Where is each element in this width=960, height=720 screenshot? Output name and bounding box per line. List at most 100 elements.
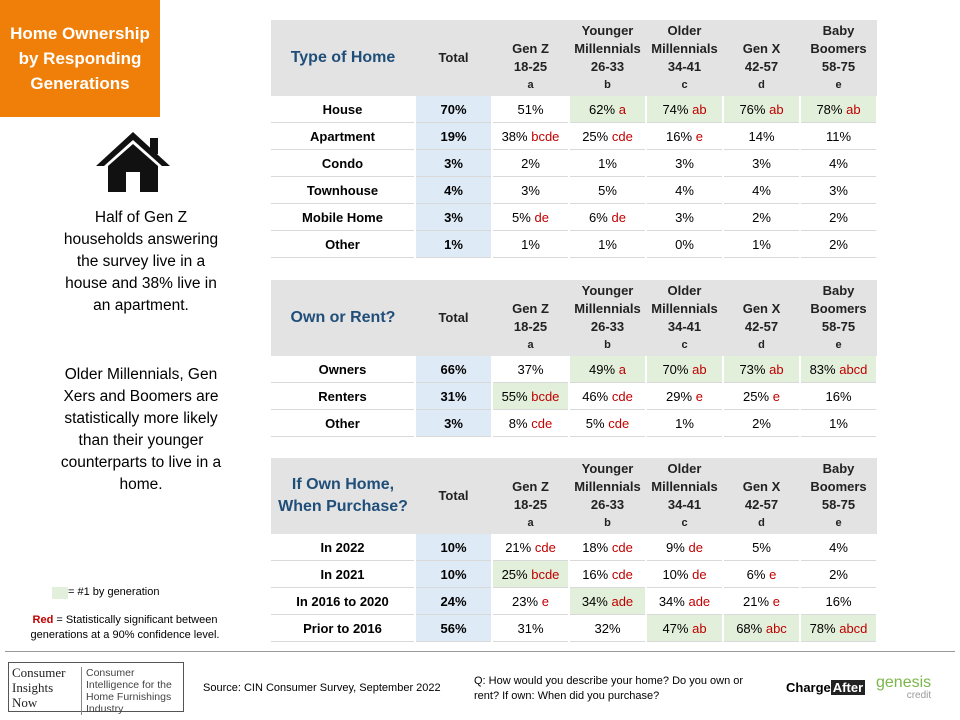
cell-sig: ab	[846, 101, 861, 117]
column-header: Total	[415, 20, 492, 96]
table-cell: 19%	[415, 122, 493, 150]
column-ages: 58-75	[821, 319, 856, 334]
column-name: Total	[438, 310, 469, 325]
table-cell: 56%	[415, 614, 493, 642]
column-name: Baby Boomers	[810, 461, 867, 494]
cell-value: 6%	[746, 566, 766, 582]
cell-value: 16%	[666, 128, 693, 144]
cell-sig: e	[541, 593, 549, 609]
column-ages: 26-33	[590, 319, 625, 334]
column-name: Older Millennials	[651, 23, 718, 56]
cell-value: 3%	[444, 415, 463, 431]
cell-value: 37%	[517, 361, 544, 377]
table-cell: 16%	[800, 382, 878, 410]
column-letter: d	[758, 517, 765, 529]
table-title: Own or Rent?	[271, 280, 415, 356]
cell-value: 31%	[440, 388, 467, 404]
cell-value: 9%	[666, 539, 685, 555]
table-cell: 1%	[569, 230, 647, 258]
column-header: Baby Boomers 58-75 e	[800, 458, 877, 534]
column-header: Gen Z 18-25 a	[492, 20, 569, 96]
cell-value: 21%	[743, 593, 770, 609]
table-cell: 2%	[723, 203, 801, 231]
column-header: Gen Z 18-25 a	[492, 458, 569, 534]
cell-value: 5%	[598, 182, 617, 198]
table-cell: 70% ab	[646, 356, 724, 383]
column-header: Baby Boomers 58-75 e	[800, 20, 877, 96]
row-label: Condo	[271, 149, 416, 177]
cell-sig: e	[695, 128, 703, 144]
cell-sig: cde	[611, 388, 633, 404]
cell-value: 51%	[517, 101, 544, 117]
tbody: House 70% 51% 62% a 74% ab 76% ab 78% ab Apartm…	[271, 96, 878, 258]
cell-value: 4%	[829, 155, 848, 171]
table-cell: 3%	[492, 176, 570, 204]
cell-sig: cde	[611, 539, 633, 555]
table-cell: 62% a	[569, 96, 647, 123]
sidebar-paragraph: Half of Gen Z households answering the s…	[63, 209, 219, 314]
table-cell: 2%	[800, 230, 878, 258]
legend-top: = #1 by generation	[68, 586, 160, 598]
column-letter: d	[758, 339, 765, 351]
cell-sig: ab	[769, 101, 784, 117]
table-cell: 74% ab	[646, 96, 724, 123]
cell-sig: bcde	[531, 388, 560, 404]
cell-value: 32%	[594, 620, 621, 636]
cell-sig: de	[692, 566, 707, 582]
row-label: In 2016 to 2020	[271, 587, 416, 615]
partner-text: genesis	[876, 674, 932, 691]
table-cell: 70%	[415, 96, 493, 123]
table-cell: 4%	[800, 149, 878, 177]
table-cell: 10%	[415, 560, 493, 588]
cell-value: 4%	[829, 539, 848, 555]
column-letter: c	[681, 79, 688, 91]
cell-sig: de	[688, 539, 703, 555]
table-cell: 32%	[569, 614, 647, 642]
table-cell: 51%	[492, 96, 570, 123]
legend-red: Red = Statistically significant between …	[15, 613, 235, 643]
column-ages: 34-41	[667, 59, 702, 74]
cell-value: 2%	[521, 155, 540, 171]
table-cell: 18% cde	[569, 534, 647, 561]
table-cell: 6% de	[569, 203, 647, 231]
table-cell: 24%	[415, 587, 493, 615]
row-label: Other	[271, 230, 416, 258]
column-name: Younger Millennials	[574, 23, 641, 56]
column-letter: b	[604, 517, 611, 529]
cell-sig: bcde	[531, 128, 560, 144]
cell-sig: ade	[688, 593, 711, 609]
cell-value: 10%	[440, 566, 467, 582]
cell-value: 25%	[582, 128, 609, 144]
row-label: Owners	[271, 356, 416, 383]
cell-value: 31%	[517, 620, 544, 636]
table-cell: 47% ab	[646, 614, 724, 642]
cell-sig: cde	[611, 566, 633, 582]
table-cell: 2%	[800, 203, 878, 231]
tbody: Owners 66% 37% 49% a 70% ab 73% ab 83% abcd Ren…	[271, 356, 878, 437]
house-icon	[96, 132, 170, 192]
cell-value: 14%	[748, 128, 775, 144]
row-label: In 2021	[271, 560, 416, 588]
table-row: Mobile Home 3% 5% de 6% de 3% 2% 2%	[271, 203, 878, 231]
table-cell: 38% bcde	[492, 122, 570, 150]
table-cell: 31%	[492, 614, 570, 642]
cell-value: 1%	[444, 236, 463, 252]
table-cell: 78% abcd	[800, 614, 878, 642]
column-ages: 58-75	[821, 59, 856, 74]
table-cell: 16%	[800, 587, 878, 615]
cell-sig: abcd	[839, 620, 868, 636]
table-cell: 76% ab	[723, 96, 801, 123]
cell-value: 70%	[662, 361, 689, 377]
row-label: Apartment	[271, 122, 416, 150]
table-cell: 5%	[723, 534, 801, 561]
table-cell: 2%	[492, 149, 570, 177]
cell-value: 2%	[752, 209, 771, 225]
column-ages: 18-25	[513, 59, 548, 74]
table-cell: 3%	[800, 176, 878, 204]
table-row: Townhouse 4% 3% 5% 4% 4% 3%	[271, 176, 878, 204]
cell-value: 76%	[739, 101, 766, 117]
row-label: Townhouse	[271, 176, 416, 204]
cell-value: 78%	[816, 101, 843, 117]
column-header: Gen X 42-57 d	[723, 20, 800, 96]
